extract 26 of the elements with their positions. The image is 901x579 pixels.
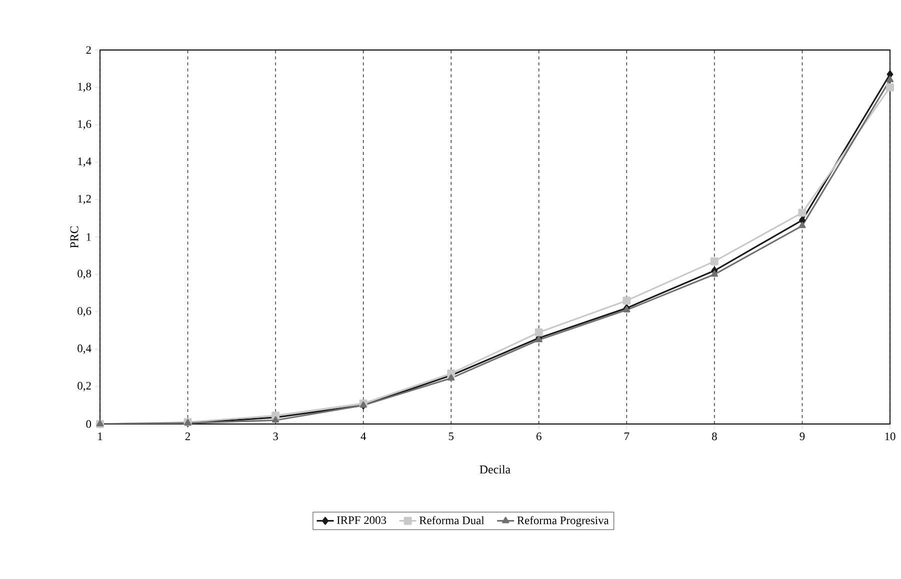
x-axis-title: Decila — [480, 465, 510, 474]
x-tick-label: 8 — [712, 432, 717, 440]
y-axis-title: PRC — [70, 226, 78, 248]
y-tick-label: 2 — [86, 46, 91, 54]
y-tick-label: 1,4 — [78, 158, 92, 167]
x-tick-label: 4 — [360, 432, 366, 440]
legend-label: IRPF 2003 — [336, 516, 386, 524]
y-tick-label: 0,2 — [78, 382, 91, 392]
y-tick-label: 0 — [86, 420, 92, 428]
x-tick-label: 7 — [624, 432, 630, 440]
x-tick-label: 5 — [448, 432, 454, 440]
y-tick-label: 0,8 — [78, 270, 92, 280]
y-tick-label: 1,2 — [78, 194, 91, 204]
y-tick-label: 0,6 — [78, 307, 92, 316]
x-tick-label: 10 — [885, 432, 896, 440]
x-tick-label: 6 — [536, 432, 542, 440]
x-tick-label: 1 — [98, 432, 102, 440]
x-tick-label: 3 — [273, 432, 278, 440]
x-tick-label: 9 — [800, 432, 805, 440]
x-tick-label: 2 — [185, 432, 190, 440]
y-tick-label: 1 — [86, 233, 91, 241]
y-tick-label: 1,8 — [78, 82, 92, 92]
y-tick-label: 1,6 — [78, 120, 92, 130]
legend-label: Reforma Progresiva — [517, 516, 609, 527]
y-tick-label: 0,4 — [78, 344, 92, 354]
legend-label: Reforma Dual — [419, 516, 484, 524]
